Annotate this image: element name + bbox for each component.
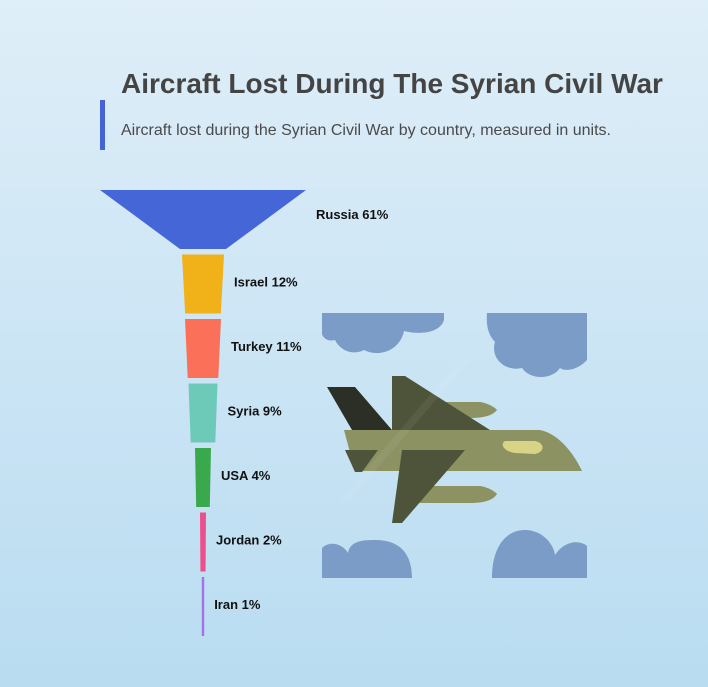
cloud-icon (322, 313, 444, 354)
funnel-label-usa: USA 4% (221, 468, 271, 483)
chart-title: Aircraft Lost During The Syrian Civil Wa… (121, 68, 663, 99)
funnel-segment-syria (188, 383, 218, 443)
title-accent-bar (100, 100, 105, 150)
chart-subtitle: Aircraft lost during the Syrian Civil Wa… (121, 122, 611, 139)
funnel-labels: Russia 61% Israel 12% Turkey 11% Syria 9% US… (214, 207, 389, 612)
funnel-label-russia: Russia 61% (316, 207, 389, 222)
funnel-segments (100, 190, 306, 636)
funnel-label-iran: Iran 1% (214, 597, 261, 612)
jet-illustration-icon (322, 313, 587, 578)
cloud-icon (492, 530, 587, 578)
cloud-icon (486, 313, 587, 377)
funnel-label-turkey: Turkey 11% (231, 339, 302, 354)
funnel-segment-iran (201, 577, 205, 636)
funnel-segment-israel (182, 254, 224, 314)
funnel-segment-russia (100, 190, 306, 249)
cloud-icon (322, 540, 412, 578)
fighter-jet-icon (327, 360, 582, 523)
funnel-segment-turkey (185, 319, 221, 378)
funnel-segment-jordan (200, 512, 206, 572)
funnel-label-syria: Syria 9% (228, 404, 283, 419)
funnel-label-israel: Israel 12% (234, 275, 298, 290)
funnel-label-jordan: Jordan 2% (216, 533, 282, 548)
funnel-segment-usa (195, 448, 211, 507)
